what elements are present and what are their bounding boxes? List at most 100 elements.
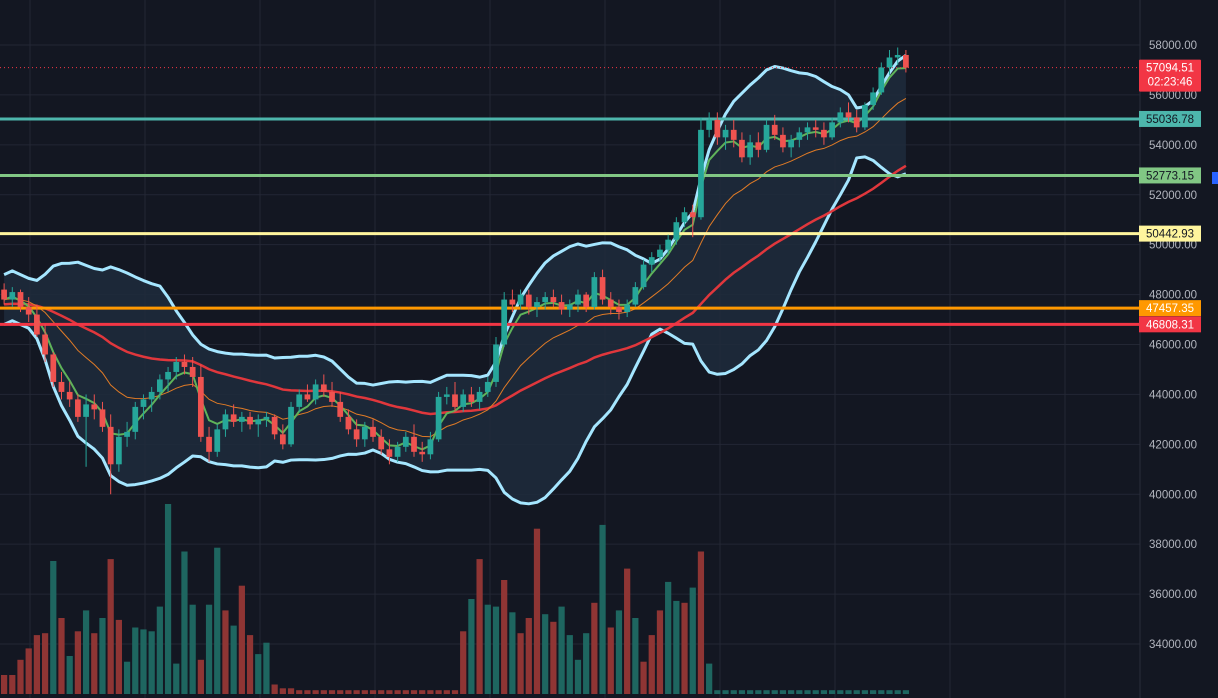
candle-body — [821, 129, 827, 138]
candle-body — [107, 426, 114, 465]
candle-body — [714, 119, 721, 138]
candle-body — [132, 406, 139, 432]
volume-bar — [763, 690, 770, 694]
volume-bar — [132, 627, 139, 694]
candle-body — [853, 117, 860, 128]
candle-body — [124, 431, 130, 437]
volume-bar — [58, 618, 65, 694]
volume-bar — [492, 606, 500, 694]
volume-bar — [41, 633, 49, 694]
candle-body — [509, 299, 516, 305]
bollinger-upper — [3, 54, 907, 387]
candle-body — [116, 436, 122, 465]
candle-body — [575, 294, 581, 305]
candle-body — [247, 416, 253, 425]
candle-body — [34, 314, 40, 335]
volume-bar — [681, 602, 688, 694]
volume-bar — [123, 661, 131, 694]
volume-bar — [558, 606, 565, 694]
volume-bar — [287, 688, 295, 694]
volume-bar — [804, 690, 811, 694]
candle-body — [148, 391, 155, 400]
volume-bar — [181, 551, 188, 694]
volume-bar — [369, 690, 377, 694]
volume-bar — [320, 690, 327, 694]
scroll-marker[interactable] — [1212, 172, 1218, 184]
level-badge-label: 47457.35 — [1146, 303, 1194, 315]
candle-body — [903, 54, 909, 68]
candle-body — [845, 112, 852, 118]
volume-bar — [665, 581, 672, 694]
level-badge-label: 52773.15 — [1146, 170, 1194, 182]
candle-body — [566, 304, 573, 310]
candle-body — [206, 436, 212, 452]
candle-body — [197, 376, 204, 437]
price-tick-label: 58000.00 — [1149, 40, 1197, 52]
candle-body — [263, 416, 270, 420]
volume-bar — [246, 635, 254, 694]
candle-body — [353, 429, 360, 440]
volume-bar — [853, 690, 860, 694]
volume-bar — [779, 690, 787, 694]
candle-body — [214, 429, 221, 452]
candle-body — [616, 307, 622, 313]
volume-bar — [886, 690, 893, 694]
candle-body — [435, 396, 442, 440]
candle-body — [288, 406, 294, 445]
volume-bar — [443, 690, 450, 694]
volume-bar — [796, 690, 803, 694]
level-badge — [1139, 225, 1201, 242]
candle-body — [411, 436, 417, 452]
candle-body — [558, 302, 565, 310]
candle-body — [640, 264, 647, 288]
candle-body — [181, 361, 188, 367]
candle-body — [312, 384, 319, 400]
volume-bar — [402, 690, 409, 694]
volume-bar — [378, 690, 385, 694]
volume-bar — [74, 631, 81, 694]
volume-bar — [468, 599, 475, 694]
candle-body — [681, 212, 688, 223]
candle-body — [394, 446, 401, 457]
volume-bar — [296, 690, 303, 694]
candle-body — [238, 416, 245, 422]
volume-bar — [771, 690, 778, 694]
volume-bar — [697, 551, 705, 694]
price-tick-label: 48000.00 — [1149, 290, 1197, 302]
candle-body — [607, 299, 614, 308]
candle-body — [58, 381, 65, 392]
volume-bar — [361, 690, 368, 694]
candle-body — [689, 212, 696, 218]
volume-bar — [9, 675, 16, 694]
candle-body — [189, 366, 196, 377]
level-badge-label: 50442.93 — [1146, 229, 1194, 241]
bollinger-bands — [3, 54, 907, 506]
volume-bar — [591, 602, 598, 694]
candle-body — [501, 299, 508, 345]
price-tick-labels: 34000.00 36000.00 38000.00 40000.00 42000.00… — [1149, 40, 1197, 651]
candle-body — [525, 294, 532, 308]
volume-bar — [353, 690, 360, 694]
bollinger-fill — [4, 55, 906, 504]
volume-bar — [755, 690, 762, 694]
volume-bar — [861, 690, 869, 694]
volume-bar — [255, 654, 262, 694]
volume-bar — [829, 690, 836, 694]
volume-bar — [878, 690, 885, 694]
volume-bar — [484, 604, 491, 694]
volume-bar — [460, 631, 467, 694]
level-badge — [1139, 300, 1201, 317]
horizontal-levels[interactable] — [0, 67, 1140, 326]
volume-bar — [747, 690, 754, 694]
price-tick-label: 34000.00 — [1149, 639, 1197, 651]
candle-body — [657, 249, 663, 258]
candle-body — [591, 277, 598, 308]
volume-bar — [894, 690, 901, 694]
volume-bar — [279, 688, 286, 694]
candle-body — [550, 297, 557, 303]
candle-body — [66, 391, 73, 400]
price-tick-label: 54000.00 — [1149, 140, 1197, 152]
candle-body — [156, 379, 163, 392]
